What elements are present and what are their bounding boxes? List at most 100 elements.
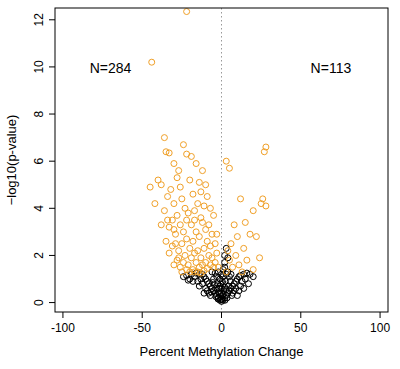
x-tick — [300, 312, 301, 318]
x-tick-label: -50 — [134, 321, 152, 335]
point — [226, 257, 232, 263]
point — [174, 175, 180, 181]
point — [190, 238, 196, 244]
point — [204, 194, 210, 200]
point — [184, 236, 190, 242]
point — [241, 245, 247, 251]
point — [161, 208, 167, 214]
point — [161, 135, 167, 141]
point — [165, 217, 171, 223]
point — [192, 269, 198, 275]
point — [223, 269, 229, 275]
point — [190, 191, 196, 197]
point — [199, 219, 205, 225]
point — [177, 184, 183, 190]
x-tick-label: 50 — [294, 321, 308, 335]
y-tick — [49, 302, 55, 303]
point — [241, 285, 247, 291]
point — [250, 274, 256, 280]
annotation: N=284 — [90, 60, 132, 76]
point — [179, 196, 185, 202]
point — [185, 210, 191, 216]
y-tick — [49, 19, 55, 20]
point — [166, 150, 172, 156]
point — [233, 252, 239, 258]
point — [239, 269, 245, 275]
point — [198, 255, 204, 261]
point — [193, 161, 199, 167]
point — [203, 182, 209, 188]
point — [180, 142, 186, 148]
x-tick-label: -100 — [51, 321, 75, 335]
point — [176, 168, 182, 174]
y-tick — [49, 208, 55, 209]
point — [210, 280, 216, 286]
x-tick — [221, 312, 222, 318]
y-tick-label: 6 — [32, 158, 46, 165]
x-axis-label: Percent Methylation Change — [139, 344, 303, 359]
point — [173, 241, 179, 247]
point — [180, 229, 186, 235]
chart: -100-50050100024681012Percent Methylatio… — [0, 0, 400, 369]
point — [179, 241, 185, 247]
point — [250, 208, 256, 214]
point — [225, 248, 231, 254]
point — [192, 217, 198, 223]
y-tick — [49, 255, 55, 256]
point — [176, 248, 182, 254]
point — [196, 283, 202, 289]
point — [176, 255, 182, 261]
point — [163, 238, 169, 244]
y-tick-label: 10 — [32, 60, 46, 74]
point — [184, 217, 190, 223]
point — [158, 182, 164, 188]
point — [214, 285, 220, 291]
point — [201, 290, 207, 296]
x-tick-label: 100 — [370, 321, 390, 335]
point — [168, 186, 174, 192]
points — [147, 9, 269, 305]
x-tick — [380, 312, 381, 318]
point — [236, 262, 242, 268]
point — [228, 241, 234, 247]
point — [211, 212, 217, 218]
point — [198, 270, 204, 276]
point — [188, 153, 194, 159]
point — [215, 264, 221, 270]
point — [165, 194, 171, 200]
y-tick-label: 2 — [32, 252, 46, 259]
point — [250, 267, 256, 273]
y-axis-label: −log10(p-value) — [4, 115, 19, 206]
x-tick — [62, 312, 63, 318]
point — [212, 241, 218, 247]
point — [152, 201, 158, 207]
point — [196, 234, 202, 240]
point — [242, 219, 248, 225]
point — [201, 245, 207, 251]
y-tick-label: 4 — [32, 205, 46, 212]
point — [206, 222, 212, 228]
x-tick — [142, 312, 143, 318]
point — [171, 201, 177, 207]
point — [214, 231, 220, 237]
point — [223, 287, 229, 293]
y-tick-label: 0 — [32, 299, 46, 306]
point — [187, 245, 193, 251]
point — [147, 184, 153, 190]
point — [179, 269, 185, 275]
y-tick — [49, 66, 55, 67]
point — [187, 177, 193, 183]
point — [223, 158, 229, 164]
point — [201, 203, 207, 209]
point — [198, 189, 204, 195]
point — [195, 201, 201, 207]
point — [238, 196, 244, 202]
point — [171, 161, 177, 167]
point — [234, 234, 240, 240]
point — [171, 262, 177, 268]
point — [208, 289, 214, 295]
point — [171, 227, 177, 233]
y-tick-label: 12 — [32, 13, 46, 27]
point — [253, 234, 259, 240]
annotation: N=113 — [311, 60, 352, 76]
